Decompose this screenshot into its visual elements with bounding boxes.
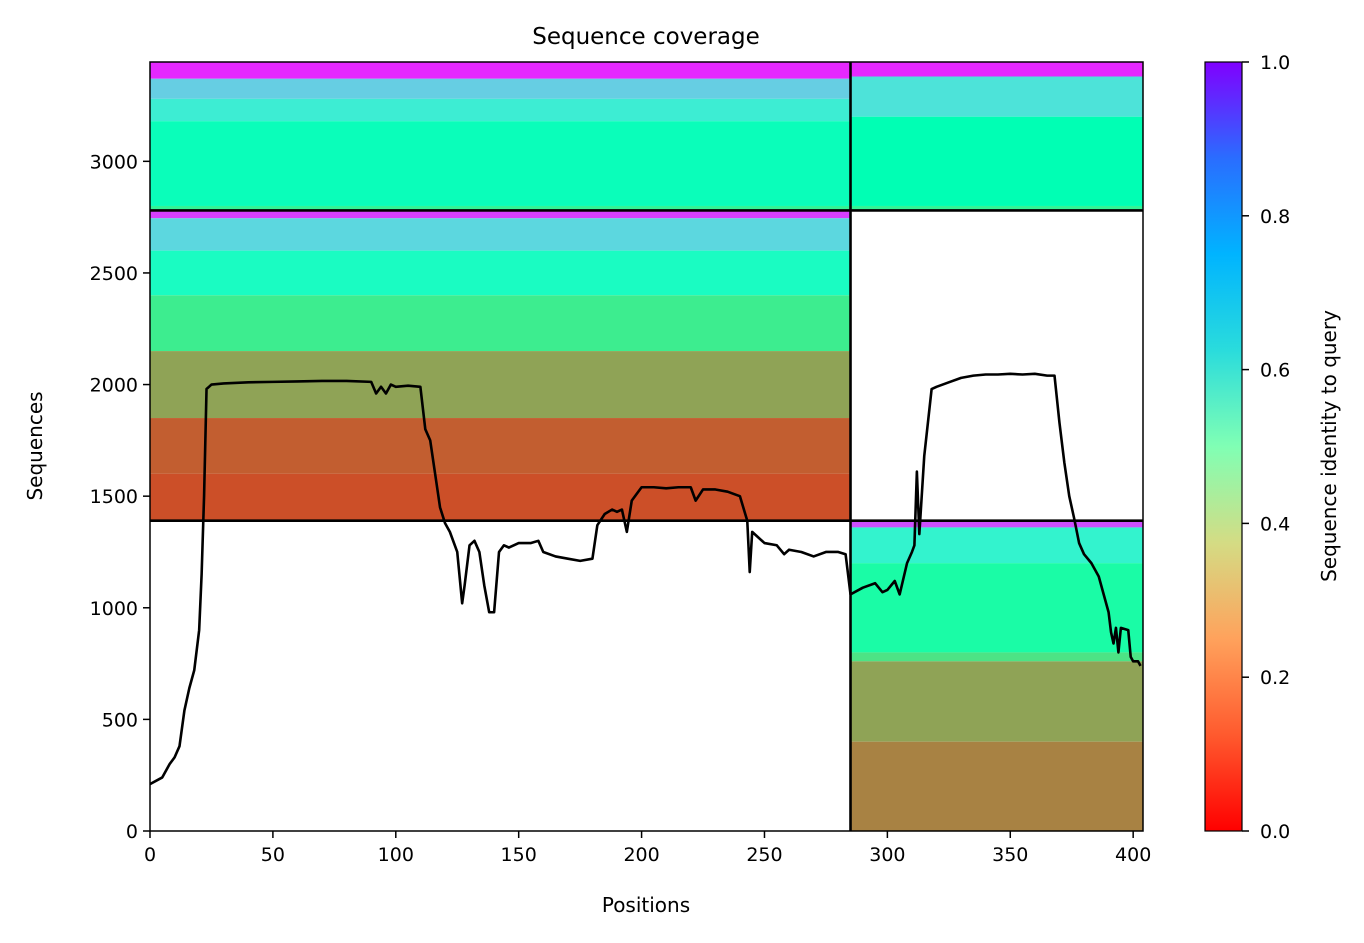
heatmap-band-3-3 [850, 652, 1143, 662]
heatmap-band-1-2 [850, 116, 1143, 206]
heatmap-band-2-4 [150, 351, 851, 419]
heatmap-band-1-0 [850, 62, 1143, 77]
x-axis-label: Positions [602, 893, 690, 917]
colorbar-tick-label: 0.4 [1260, 513, 1290, 535]
heatmap-band-3-4 [850, 661, 1143, 742]
y-tick-label: 0 [126, 821, 138, 843]
heatmap-band-0-3 [150, 121, 851, 206]
x-axis: 0 50 100 150 200 250 300 350 400 [144, 831, 1151, 866]
y-axis-label: Sequences [23, 391, 47, 500]
colorbar-label: Sequence identity to query [1317, 310, 1341, 582]
plot-frame [149, 61, 1144, 832]
heatmap-band-2-1 [150, 218, 851, 251]
x-tick-label: 150 [501, 844, 537, 866]
x-tick-label: 0 [144, 844, 156, 866]
heatmap-blocks [150, 62, 1143, 831]
colorbar-tick-label: 0.6 [1260, 360, 1290, 382]
y-axis: 0 500 1000 1500 2000 2500 3000 [90, 151, 150, 843]
x-tick-label: 250 [746, 844, 782, 866]
heatmap-band-0-2 [150, 98, 851, 122]
y-tick-label: 1500 [90, 486, 138, 508]
heatmap-band-2-0 [150, 210, 851, 219]
y-tick-label: 500 [102, 709, 138, 731]
colorbar-tick-label: 0.0 [1260, 821, 1290, 843]
x-tick-label: 300 [869, 844, 905, 866]
heatmap-band-2-6 [150, 473, 851, 521]
x-tick-label: 400 [1115, 844, 1151, 866]
x-tick-label: 50 [261, 844, 285, 866]
x-tick-label: 350 [992, 844, 1028, 866]
x-tick-label: 200 [623, 844, 659, 866]
chart-title: Sequence coverage [532, 24, 760, 50]
heatmap-band-1-1 [850, 76, 1143, 117]
y-tick-label: 3000 [90, 151, 138, 173]
heatmap-band-3-5 [850, 741, 1143, 831]
heatmap-band-0-4 [150, 205, 851, 211]
heatmap-band-1-3 [850, 205, 1143, 211]
colorbar-tick-label: 0.2 [1260, 667, 1290, 689]
heatmap-band-2-3 [150, 295, 851, 352]
heatmap-band-2-5 [150, 418, 851, 474]
heatmap-band-3-1 [850, 527, 1143, 564]
heatmap-band-2-2 [150, 250, 851, 296]
colorbar-tick-label: 1.0 [1260, 52, 1290, 74]
y-tick-label: 2000 [90, 375, 138, 397]
chain-boundaries [150, 62, 1143, 831]
heatmap-band-0-0 [150, 62, 851, 79]
heatmap-band-3-0 [850, 520, 1143, 528]
coverage-line [150, 372, 1142, 786]
colorbar-axis: 0.0 0.2 0.4 0.6 0.8 1.0 [1242, 52, 1290, 843]
y-tick-label: 2500 [90, 263, 138, 285]
heatmap-band-0-1 [150, 78, 851, 99]
x-tick-label: 100 [378, 844, 414, 866]
y-tick-label: 1000 [90, 598, 138, 620]
colorbar [1204, 61, 1243, 832]
coverage-line-layer [150, 372, 1142, 786]
heatmap-band-3-2 [850, 563, 1143, 653]
colorbar-tick-label: 0.8 [1260, 206, 1290, 228]
